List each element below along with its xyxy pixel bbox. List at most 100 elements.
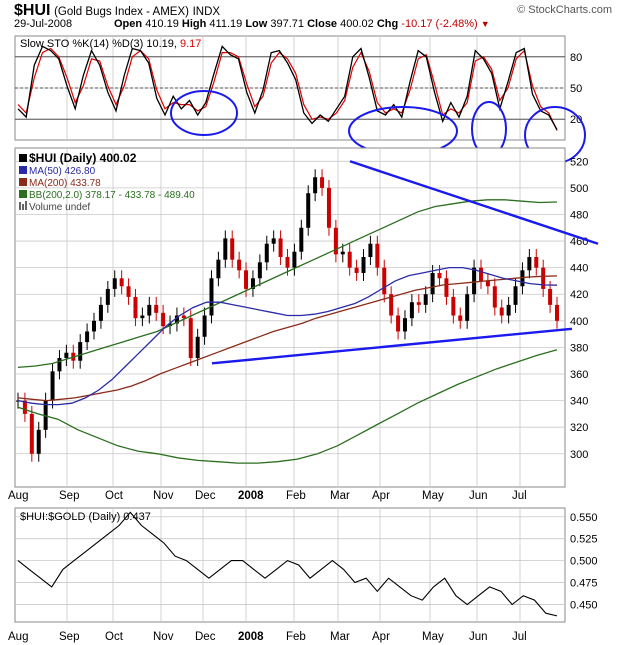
price-bar-body (513, 286, 518, 305)
price-bar-body (250, 278, 255, 289)
price-month-label: Aug (8, 490, 28, 502)
ratio-month-label: Nov (153, 631, 174, 643)
price-bar-body (271, 238, 276, 244)
price-bar-body (257, 262, 262, 279)
price-bar-body (402, 318, 407, 332)
resistance-trendline (349, 160, 599, 245)
price-month-label: Dec (195, 490, 216, 502)
index-name: (Gold Bugs Index - AMEX) (54, 6, 189, 18)
price-bar-body (57, 358, 62, 372)
price-month-label: Oct (105, 490, 124, 502)
price-bar-body (444, 278, 449, 297)
price-bar-body (29, 413, 34, 454)
price-bar-body (320, 177, 325, 188)
chart-title: $HUI (Gold Bugs Index - AMEX) INDX (14, 2, 220, 20)
stoch-legend: Slow STO %K(14) %D(3) 10.19, 9.17 (20, 38, 201, 50)
price-bar-body (195, 336, 200, 359)
ratio-legend: $HUI:$GOLD (Daily) 0.437 (20, 511, 151, 523)
price-tick-label: 300 (570, 449, 588, 461)
price-month-label: Feb (286, 490, 306, 502)
panel-frame (14, 147, 566, 488)
price-bar-body (306, 193, 311, 228)
price-bar-body (548, 288, 553, 305)
ratio-tick-label: 0.450 (570, 599, 598, 611)
ratio-tick-label: 0.525 (570, 534, 598, 546)
ma50-line (17, 266, 558, 406)
price-bar-body (230, 238, 235, 260)
price-tick-label: 380 (570, 342, 588, 354)
legend-swatch (19, 166, 27, 174)
price-bar-body (188, 318, 193, 359)
ratio-month-label: 2008 (238, 631, 264, 643)
price-month-label: Sep (59, 490, 79, 502)
price-bar-body (313, 177, 318, 194)
stoch-tick-label: 80 (570, 52, 582, 64)
bb-lower-line (17, 349, 558, 464)
price-bar-body (389, 294, 394, 316)
legend-volume: Volume undef (29, 202, 90, 213)
price-bar-body (451, 296, 456, 316)
legend-ma200: MA(200) 433.78 (29, 178, 101, 189)
price-bar-body (43, 400, 48, 430)
panel-frame (14, 507, 566, 623)
price-bar-body (354, 267, 359, 273)
price-bar-body (527, 257, 532, 271)
exchange: INDX (192, 6, 221, 18)
chg-value: -10.17 (-2.48%) (401, 18, 478, 30)
price-bar-body (209, 278, 214, 316)
price-tick-label: 520 (570, 156, 588, 168)
price-month-label: Jun (469, 490, 488, 502)
price-bar-body (506, 304, 511, 316)
volume-icon (19, 202, 21, 210)
price-bar-body (147, 304, 152, 316)
price-bar-body (423, 294, 428, 305)
stoch-k-value: 10.19, (146, 38, 180, 50)
ratio-month-label: Jul (512, 631, 527, 643)
symbol: $HUI (14, 2, 51, 19)
price-month-label: Jul (512, 490, 527, 502)
price-bar-body (333, 227, 338, 255)
ratio-month-label: May (422, 631, 444, 643)
price-bar-body (430, 272, 435, 295)
price-bar-body (458, 315, 463, 321)
price-bar-body (112, 278, 117, 289)
ratio-tick-label: 0.500 (570, 556, 598, 568)
open-label: Open (114, 18, 143, 30)
ratio-tick-label: 0.550 (570, 512, 598, 524)
low-label: Low (245, 18, 268, 30)
ratio-month-label: Jun (469, 631, 488, 643)
annotation-ellipse (170, 90, 238, 136)
price-bar-body (299, 227, 304, 252)
price-bar-body (154, 304, 159, 313)
stoch-d-line (17, 47, 558, 131)
price-bar-body (78, 342, 83, 361)
price-bar-body (347, 251, 352, 268)
legend-hui: $HUI (Daily) 400.02 (29, 151, 137, 165)
legend-bb: BB(200,2.0) 378.17 - 433.78 - 489.40 (29, 190, 195, 201)
price-month-label: Mar (330, 490, 350, 502)
price-bar-body (326, 187, 331, 228)
price-bar-body (92, 320, 97, 332)
price-bar-body (98, 304, 103, 321)
price-tick-label: 440 (570, 263, 588, 275)
close-value: 400.02 (340, 18, 374, 30)
price-bar-body (520, 270, 525, 287)
price-bar-body (264, 243, 269, 263)
price-bar-body (485, 280, 490, 287)
price-bar-body (437, 272, 442, 279)
price-tick-label: 400 (570, 316, 588, 328)
price-bar-body (499, 307, 504, 316)
price-tick-label: 320 (570, 422, 588, 434)
price-month-label: Apr (372, 490, 390, 502)
price-bar-body (50, 371, 55, 401)
price-bar-body (472, 267, 477, 295)
ratio-line (17, 511, 558, 617)
price-bar-body (140, 315, 145, 319)
price-bar-body (409, 302, 414, 319)
price-bar-body (278, 238, 283, 258)
price-bar-body (416, 302, 421, 305)
price-bar-body (541, 267, 546, 289)
price-bar-body (396, 315, 401, 332)
price-bar-body (126, 286, 131, 297)
